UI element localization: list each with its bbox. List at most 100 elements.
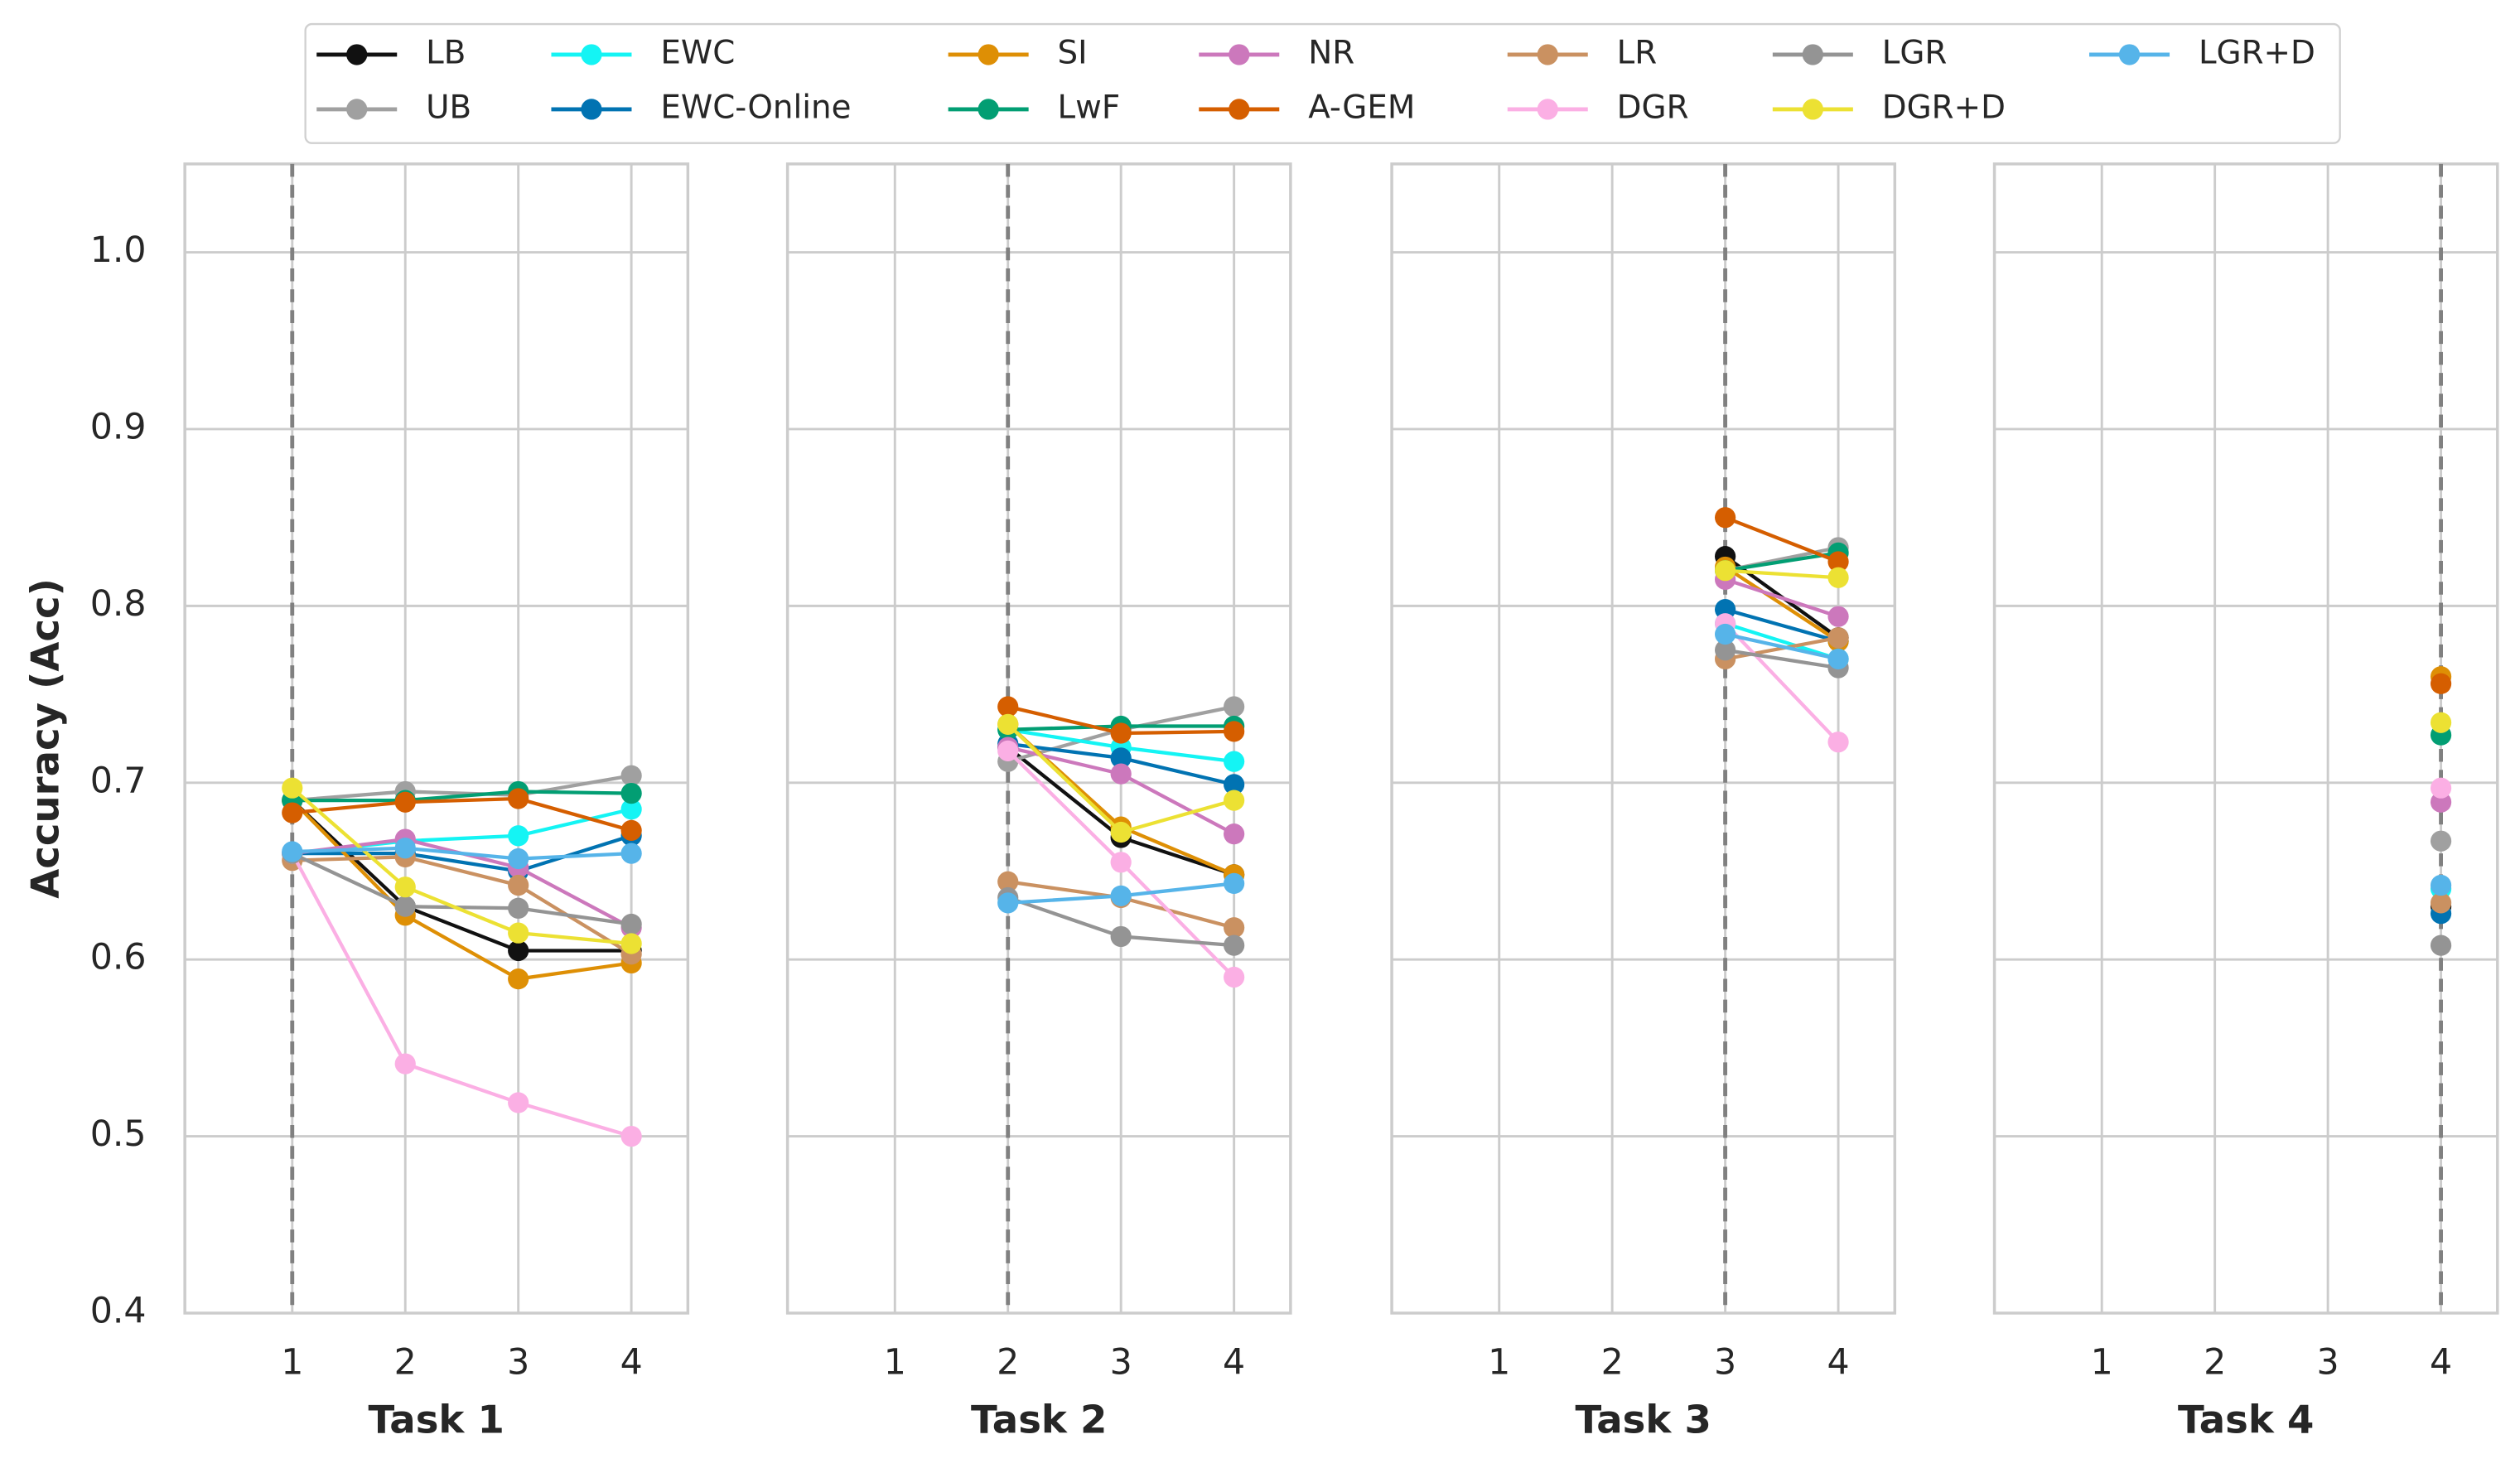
x-tick-label: 3 bbox=[507, 1342, 529, 1384]
series-line bbox=[291, 852, 632, 926]
plot-area bbox=[1994, 163, 2498, 1313]
x-tick-label: 3 bbox=[2317, 1342, 2339, 1384]
data-point bbox=[394, 896, 416, 917]
plot-frame bbox=[785, 162, 1292, 1315]
legend-marker bbox=[581, 44, 602, 65]
data-point bbox=[1224, 935, 1245, 956]
legend-marker bbox=[1229, 44, 1250, 65]
y-tick-label: 0.4 bbox=[90, 1290, 147, 1331]
legend-item: NR bbox=[1199, 34, 1354, 71]
data-point bbox=[620, 913, 642, 935]
plot-area bbox=[1392, 163, 1895, 1313]
legend-item: LR bbox=[1507, 34, 1658, 71]
legend-item: LwF bbox=[948, 89, 1121, 126]
data-point bbox=[282, 841, 303, 862]
legend-label: LwF bbox=[1058, 89, 1121, 126]
x-axis-label: Task 3 bbox=[1575, 1397, 1711, 1442]
data-point bbox=[1224, 751, 1245, 772]
legend-marker bbox=[1229, 99, 1250, 120]
y-tick-label: 0.7 bbox=[90, 760, 147, 801]
plot-frame bbox=[183, 162, 690, 1315]
data-point bbox=[620, 782, 642, 804]
plot-area bbox=[185, 163, 688, 1313]
series-line bbox=[292, 833, 632, 873]
x-tick-label: 2 bbox=[1601, 1342, 1624, 1384]
series-line bbox=[1725, 568, 1839, 580]
legend-marker bbox=[581, 99, 602, 120]
data-point bbox=[2430, 935, 2452, 956]
legend-marker bbox=[1802, 44, 1823, 65]
series-line bbox=[1724, 565, 1840, 643]
legend-item: EWC-Online bbox=[551, 89, 851, 126]
legend-marker bbox=[978, 99, 999, 120]
data-point bbox=[620, 799, 642, 820]
data-point bbox=[1224, 790, 1245, 811]
legend-label: LB bbox=[426, 34, 466, 71]
legend-label: LGR+D bbox=[2199, 34, 2315, 71]
legend-item: EWC bbox=[551, 34, 735, 71]
x-tick-label: 4 bbox=[2430, 1342, 2452, 1384]
data-point bbox=[508, 922, 529, 944]
data-point bbox=[1827, 606, 1849, 627]
data-point bbox=[1110, 722, 1132, 744]
data-point bbox=[620, 843, 642, 864]
y-tick-label: 0.9 bbox=[90, 406, 147, 447]
data-point bbox=[1715, 560, 1736, 582]
data-point bbox=[620, 933, 642, 954]
legend-item: DGR bbox=[1507, 89, 1689, 126]
x-tick-label: 2 bbox=[2204, 1342, 2226, 1384]
data-point bbox=[997, 871, 1019, 892]
data-point bbox=[1224, 823, 1245, 845]
data-point bbox=[1827, 732, 1849, 753]
data-point bbox=[1224, 721, 1245, 742]
data-point bbox=[1224, 966, 1245, 988]
series-line bbox=[1724, 515, 1839, 564]
data-point bbox=[1827, 627, 1849, 649]
legend-marker bbox=[2118, 44, 2141, 65]
data-point bbox=[1715, 623, 1736, 645]
series-line bbox=[290, 852, 632, 1138]
data-point bbox=[1110, 925, 1132, 948]
x-tick-label: 2 bbox=[997, 1342, 1019, 1384]
legend-label: SI bbox=[1058, 34, 1088, 71]
legend-item: UB bbox=[316, 89, 471, 126]
legend-label: DGR bbox=[1617, 89, 1689, 126]
y-tick-label: 1.0 bbox=[90, 229, 147, 271]
legend-marker bbox=[346, 99, 368, 120]
data-point bbox=[997, 713, 1019, 735]
series-line bbox=[291, 786, 632, 946]
legend-marker bbox=[1802, 99, 1823, 120]
series-line bbox=[292, 790, 632, 803]
data-point bbox=[1224, 872, 1245, 895]
data-point bbox=[1110, 852, 1132, 873]
legend-label: EWC bbox=[660, 34, 735, 71]
legend-label: LR bbox=[1617, 34, 1658, 71]
x-tick-label: 1 bbox=[2091, 1342, 2113, 1384]
legend-label: EWC-Online bbox=[660, 89, 851, 126]
data-point bbox=[997, 696, 1019, 717]
series-line bbox=[1725, 632, 1839, 661]
x-tick-label: 1 bbox=[884, 1342, 906, 1384]
data-point bbox=[394, 838, 416, 859]
data-point bbox=[508, 788, 529, 809]
data-point bbox=[1224, 696, 1245, 717]
series-line bbox=[1724, 622, 1840, 744]
legend-marker bbox=[346, 44, 368, 65]
legend-marker bbox=[1537, 99, 1558, 120]
data-point bbox=[1110, 885, 1132, 906]
legend-marker bbox=[1537, 44, 1558, 65]
legend-item: DGR+D bbox=[1772, 89, 2006, 126]
data-point bbox=[394, 1053, 416, 1075]
data-point bbox=[620, 819, 642, 842]
data-point bbox=[997, 740, 1019, 761]
data-point bbox=[394, 877, 416, 898]
data-point bbox=[508, 848, 529, 870]
data-point bbox=[1715, 507, 1736, 529]
y-tick-label: 0.6 bbox=[90, 937, 147, 978]
data-point bbox=[2430, 874, 2452, 896]
series-line bbox=[1725, 648, 1839, 670]
x-tick-label: 3 bbox=[1110, 1342, 1132, 1384]
x-tick-label: 4 bbox=[1223, 1342, 1245, 1384]
data-point bbox=[620, 765, 642, 786]
legend-label: NR bbox=[1308, 34, 1354, 71]
